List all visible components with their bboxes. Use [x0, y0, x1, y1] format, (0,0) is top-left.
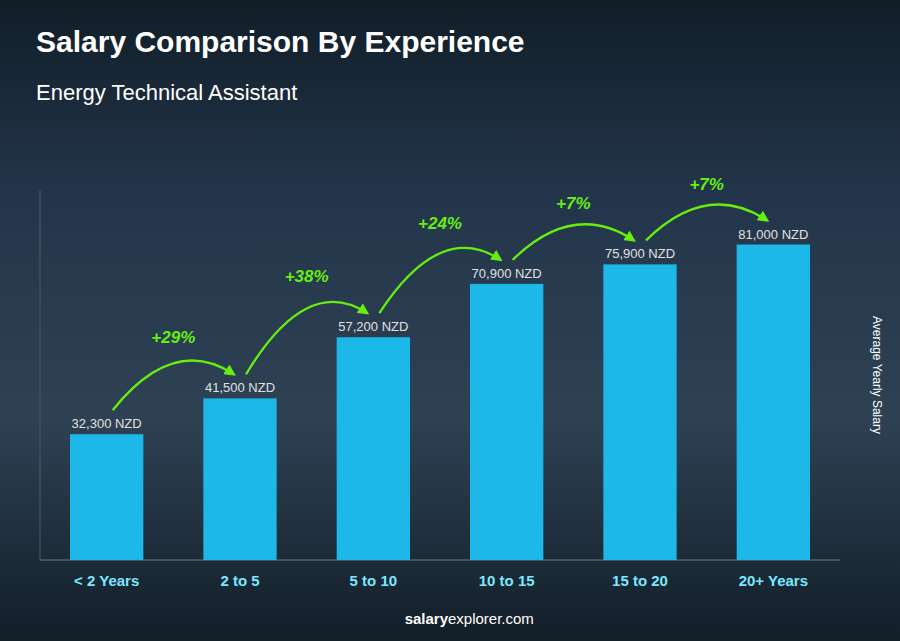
bar: [203, 398, 276, 560]
data-label: 57,200 NZD: [338, 319, 408, 334]
bar: [470, 284, 543, 560]
title: Salary Comparison By Experience: [36, 25, 525, 58]
x-tick-label: 5 to 10: [350, 572, 398, 589]
annotation: +24%: [418, 214, 462, 233]
change-arrows: +29% +38% +24% +7% +7%: [113, 175, 768, 411]
x-tick-label: 15 to 20: [612, 572, 668, 589]
background: [0, 0, 900, 641]
change-arrow: [513, 224, 634, 260]
footer: salary: [405, 610, 449, 627]
change-arrow: [646, 205, 767, 241]
x-tick-label: 10 to 15: [479, 572, 535, 589]
annotation: +7%: [556, 194, 591, 213]
change-arrow: [379, 248, 500, 313]
x-axis-line: [40, 560, 840, 561]
data-label: 32,300 NZD: [72, 416, 142, 431]
subtitle: Energy Technical Assistant: [36, 80, 297, 105]
bar: [603, 264, 676, 560]
y-axis-line: [40, 190, 41, 560]
change-arrow: [246, 302, 367, 374]
bar: [737, 245, 810, 560]
data-label: 70,900 NZD: [472, 266, 542, 281]
bar: [337, 337, 410, 560]
bar: [70, 434, 143, 560]
y-axis-label: Average Yearly Salary: [870, 316, 884, 434]
annotation: +7%: [689, 175, 724, 194]
footer: explorer.com: [448, 610, 534, 627]
data-label: 75,900 NZD: [605, 246, 675, 261]
x-tick-label: 20+ Years: [739, 572, 808, 589]
data-label: 41,500 NZD: [205, 380, 275, 395]
annotation: +29%: [151, 328, 195, 347]
x-tick-label: < 2 Years: [74, 572, 139, 589]
data-label: 81,000 NZD: [738, 227, 808, 242]
chart: Salary Comparison By Experience Energy Te…: [0, 0, 900, 641]
bars: [70, 245, 810, 560]
annotation: +38%: [285, 267, 329, 286]
change-arrow: [113, 361, 234, 411]
x-tick-label: 2 to 5: [220, 572, 259, 589]
